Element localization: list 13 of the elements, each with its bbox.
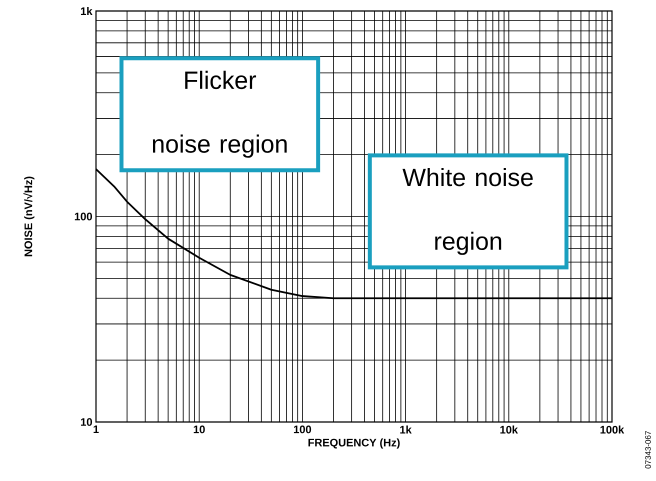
y-axis-title: NOISE (nV/√Hz): [23, 176, 34, 256]
x-tick-label: 100k: [600, 426, 624, 434]
text: Flicker noise region: [152, 70, 287, 158]
x-tick-label: 100: [294, 426, 312, 434]
y-tick-label: 10: [80, 418, 92, 426]
x-tick-label: 1k: [400, 426, 412, 434]
y-tick-label: 1k: [80, 7, 92, 15]
y-tick-label: 100: [74, 212, 92, 220]
x-tick-label: 10k: [500, 426, 518, 434]
x-tick-label: 1: [94, 426, 99, 434]
x-tick-label: 10: [194, 426, 205, 434]
text: White noise region: [402, 168, 533, 255]
x-axis-title: FREQUENCY (Hz): [308, 438, 400, 449]
